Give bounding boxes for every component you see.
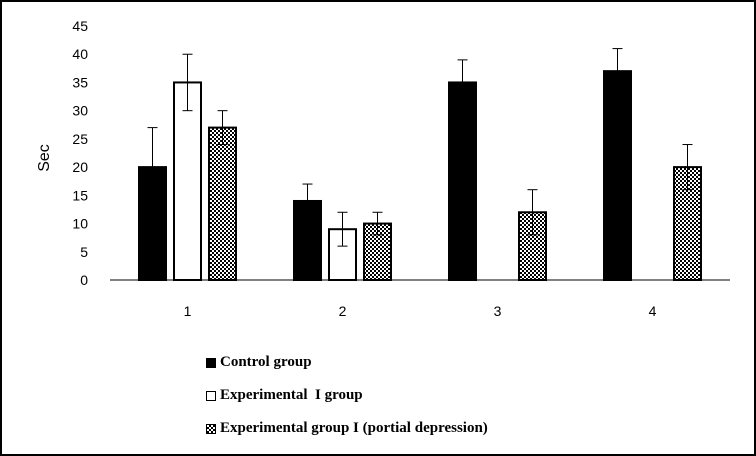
x-tick-label: 1 (184, 303, 192, 319)
y-tick-label: 0 (80, 272, 88, 288)
bar (208, 126, 237, 281)
y-tick-label: 5 (80, 244, 88, 260)
legend-swatch-partial-depression (206, 423, 216, 434)
y-tick-label: 15 (72, 187, 88, 203)
error-bar (527, 189, 538, 236)
y-tick-label: 40 (72, 46, 88, 62)
legend-swatch-experimental-i (206, 390, 216, 401)
error-bar (147, 127, 158, 208)
bar (173, 81, 202, 281)
y-tick-label: 10 (72, 216, 88, 232)
y-axis-title: Sec (36, 144, 53, 172)
bars-group (138, 70, 702, 282)
bar (138, 166, 167, 281)
legend-label-control: Control group (220, 354, 312, 370)
x-tick-label: 2 (339, 303, 347, 319)
y-tick-label: 25 (72, 131, 88, 147)
legend: Control group Experimental I group Exper… (206, 346, 488, 445)
x-tick-label: 3 (494, 303, 502, 319)
error-bars-group (147, 48, 693, 247)
legend-label-partial-depression: Experimental group I (portial depression… (220, 420, 488, 436)
legend-item-control: Control group (206, 346, 488, 379)
error-bar (182, 53, 193, 112)
legend-label-experimental-i: Experimental I group (220, 387, 363, 403)
error-bar (457, 59, 468, 106)
error-bar (612, 48, 623, 95)
x-tick-labels: 1 2 3 4 (184, 303, 657, 319)
y-tick-labels: 0 5 10 15 20 25 30 35 40 45 (72, 18, 88, 288)
error-bar (217, 110, 228, 146)
error-bar (302, 183, 313, 219)
legend-swatch-control (206, 357, 216, 368)
y-tick-label: 30 (72, 103, 88, 119)
x-tick-label: 4 (649, 303, 657, 319)
error-bar (682, 144, 693, 191)
bar (603, 70, 632, 282)
y-tick-label: 35 (72, 74, 88, 90)
legend-item-partial-depression: Experimental group I (portial depression… (206, 412, 488, 445)
error-bar (372, 211, 383, 236)
legend-item-experimental-i: Experimental I group (206, 379, 488, 412)
error-bar (337, 211, 348, 247)
y-tick-label: 45 (72, 18, 88, 34)
y-tick-label: 20 (72, 159, 88, 175)
bar (448, 81, 477, 281)
